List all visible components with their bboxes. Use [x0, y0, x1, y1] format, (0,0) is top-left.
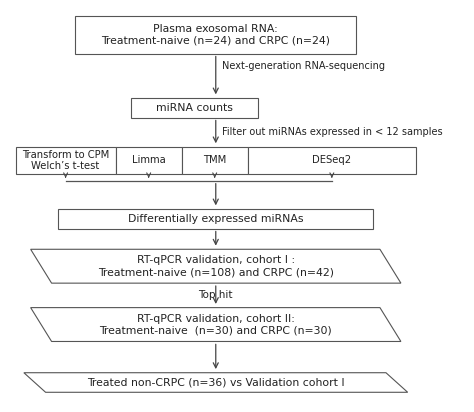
Polygon shape — [31, 249, 401, 283]
Text: RT-qPCR validation, cohort I :
Treatment-naive (n=108) and CRPC (n=42): RT-qPCR validation, cohort I : Treatment… — [98, 255, 334, 277]
Text: Next-generation RNA-sequencing: Next-generation RNA-sequencing — [222, 61, 385, 71]
Text: miRNA counts: miRNA counts — [156, 103, 233, 113]
Text: RT-qPCR validation, cohort II:
Treatment-naive  (n=30) and CRPC (n=30): RT-qPCR validation, cohort II: Treatment… — [100, 314, 332, 335]
Text: TMM: TMM — [203, 155, 226, 166]
FancyBboxPatch shape — [248, 147, 416, 174]
FancyBboxPatch shape — [130, 98, 258, 117]
Text: Plasma exosomal RNA:
Treatment-naive (n=24) and CRPC (n=24): Plasma exosomal RNA: Treatment-naive (n=… — [101, 24, 330, 46]
FancyBboxPatch shape — [116, 147, 182, 174]
FancyBboxPatch shape — [182, 147, 248, 174]
Text: Top hit: Top hit — [199, 290, 233, 300]
FancyBboxPatch shape — [75, 16, 356, 54]
FancyBboxPatch shape — [58, 209, 374, 229]
FancyBboxPatch shape — [16, 147, 116, 174]
Text: DESeq2: DESeq2 — [312, 155, 351, 166]
Text: Treated non-CRPC (n=36) vs Validation cohort I: Treated non-CRPC (n=36) vs Validation co… — [87, 377, 345, 388]
Polygon shape — [24, 373, 408, 392]
Text: Limma: Limma — [132, 155, 165, 166]
Text: Differentially expressed miRNAs: Differentially expressed miRNAs — [128, 214, 303, 224]
Text: Transform to CPM
Welch’s t-test: Transform to CPM Welch’s t-test — [22, 150, 109, 171]
Polygon shape — [31, 308, 401, 342]
Text: Filter out miRNAs expressed in < 12 samples: Filter out miRNAs expressed in < 12 samp… — [222, 127, 443, 137]
